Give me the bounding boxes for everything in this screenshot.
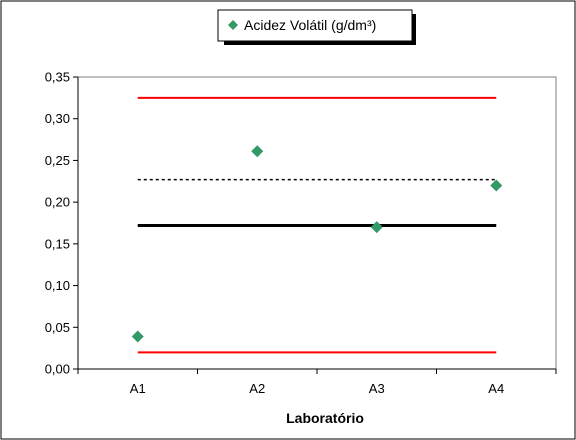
y-tick-label: 0,05	[45, 320, 70, 335]
data-point	[490, 179, 503, 192]
legend-box	[217, 9, 413, 42]
x-tick-label: A2	[249, 381, 265, 396]
y-tick-label: 0,10	[45, 278, 70, 293]
data-point	[370, 221, 383, 234]
x-tick-label: A1	[130, 381, 146, 396]
plot-area	[77, 76, 557, 370]
y-axis: 0,00 0,05 0,10 0,15 0,20 0,25 0,30 0,35	[45, 70, 79, 377]
data-points	[131, 145, 503, 343]
legend-label: Acidez Volátil (g/dm³)	[244, 17, 376, 33]
data-point	[131, 330, 144, 343]
legend-diamond-icon	[228, 20, 238, 30]
x-axis-title: Laboratório	[286, 410, 364, 426]
data-point	[251, 145, 264, 158]
x-axis: A1 A2 A3 A4	[77, 368, 557, 396]
x-tick-label: A4	[488, 381, 504, 396]
y-tick-label: 0,30	[45, 111, 70, 126]
reference-lines	[137, 96, 497, 354]
y-tick-label: 0,35	[45, 70, 70, 85]
y-tick-label: 0,25	[45, 153, 70, 168]
legend: Acidez Volátil (g/dm³)	[217, 9, 416, 45]
y-tick-label: 0,20	[45, 195, 70, 210]
x-tick-label: A3	[369, 381, 385, 396]
y-tick-label: 0,15	[45, 236, 70, 251]
y-tick-label: 0,00	[45, 362, 70, 377]
